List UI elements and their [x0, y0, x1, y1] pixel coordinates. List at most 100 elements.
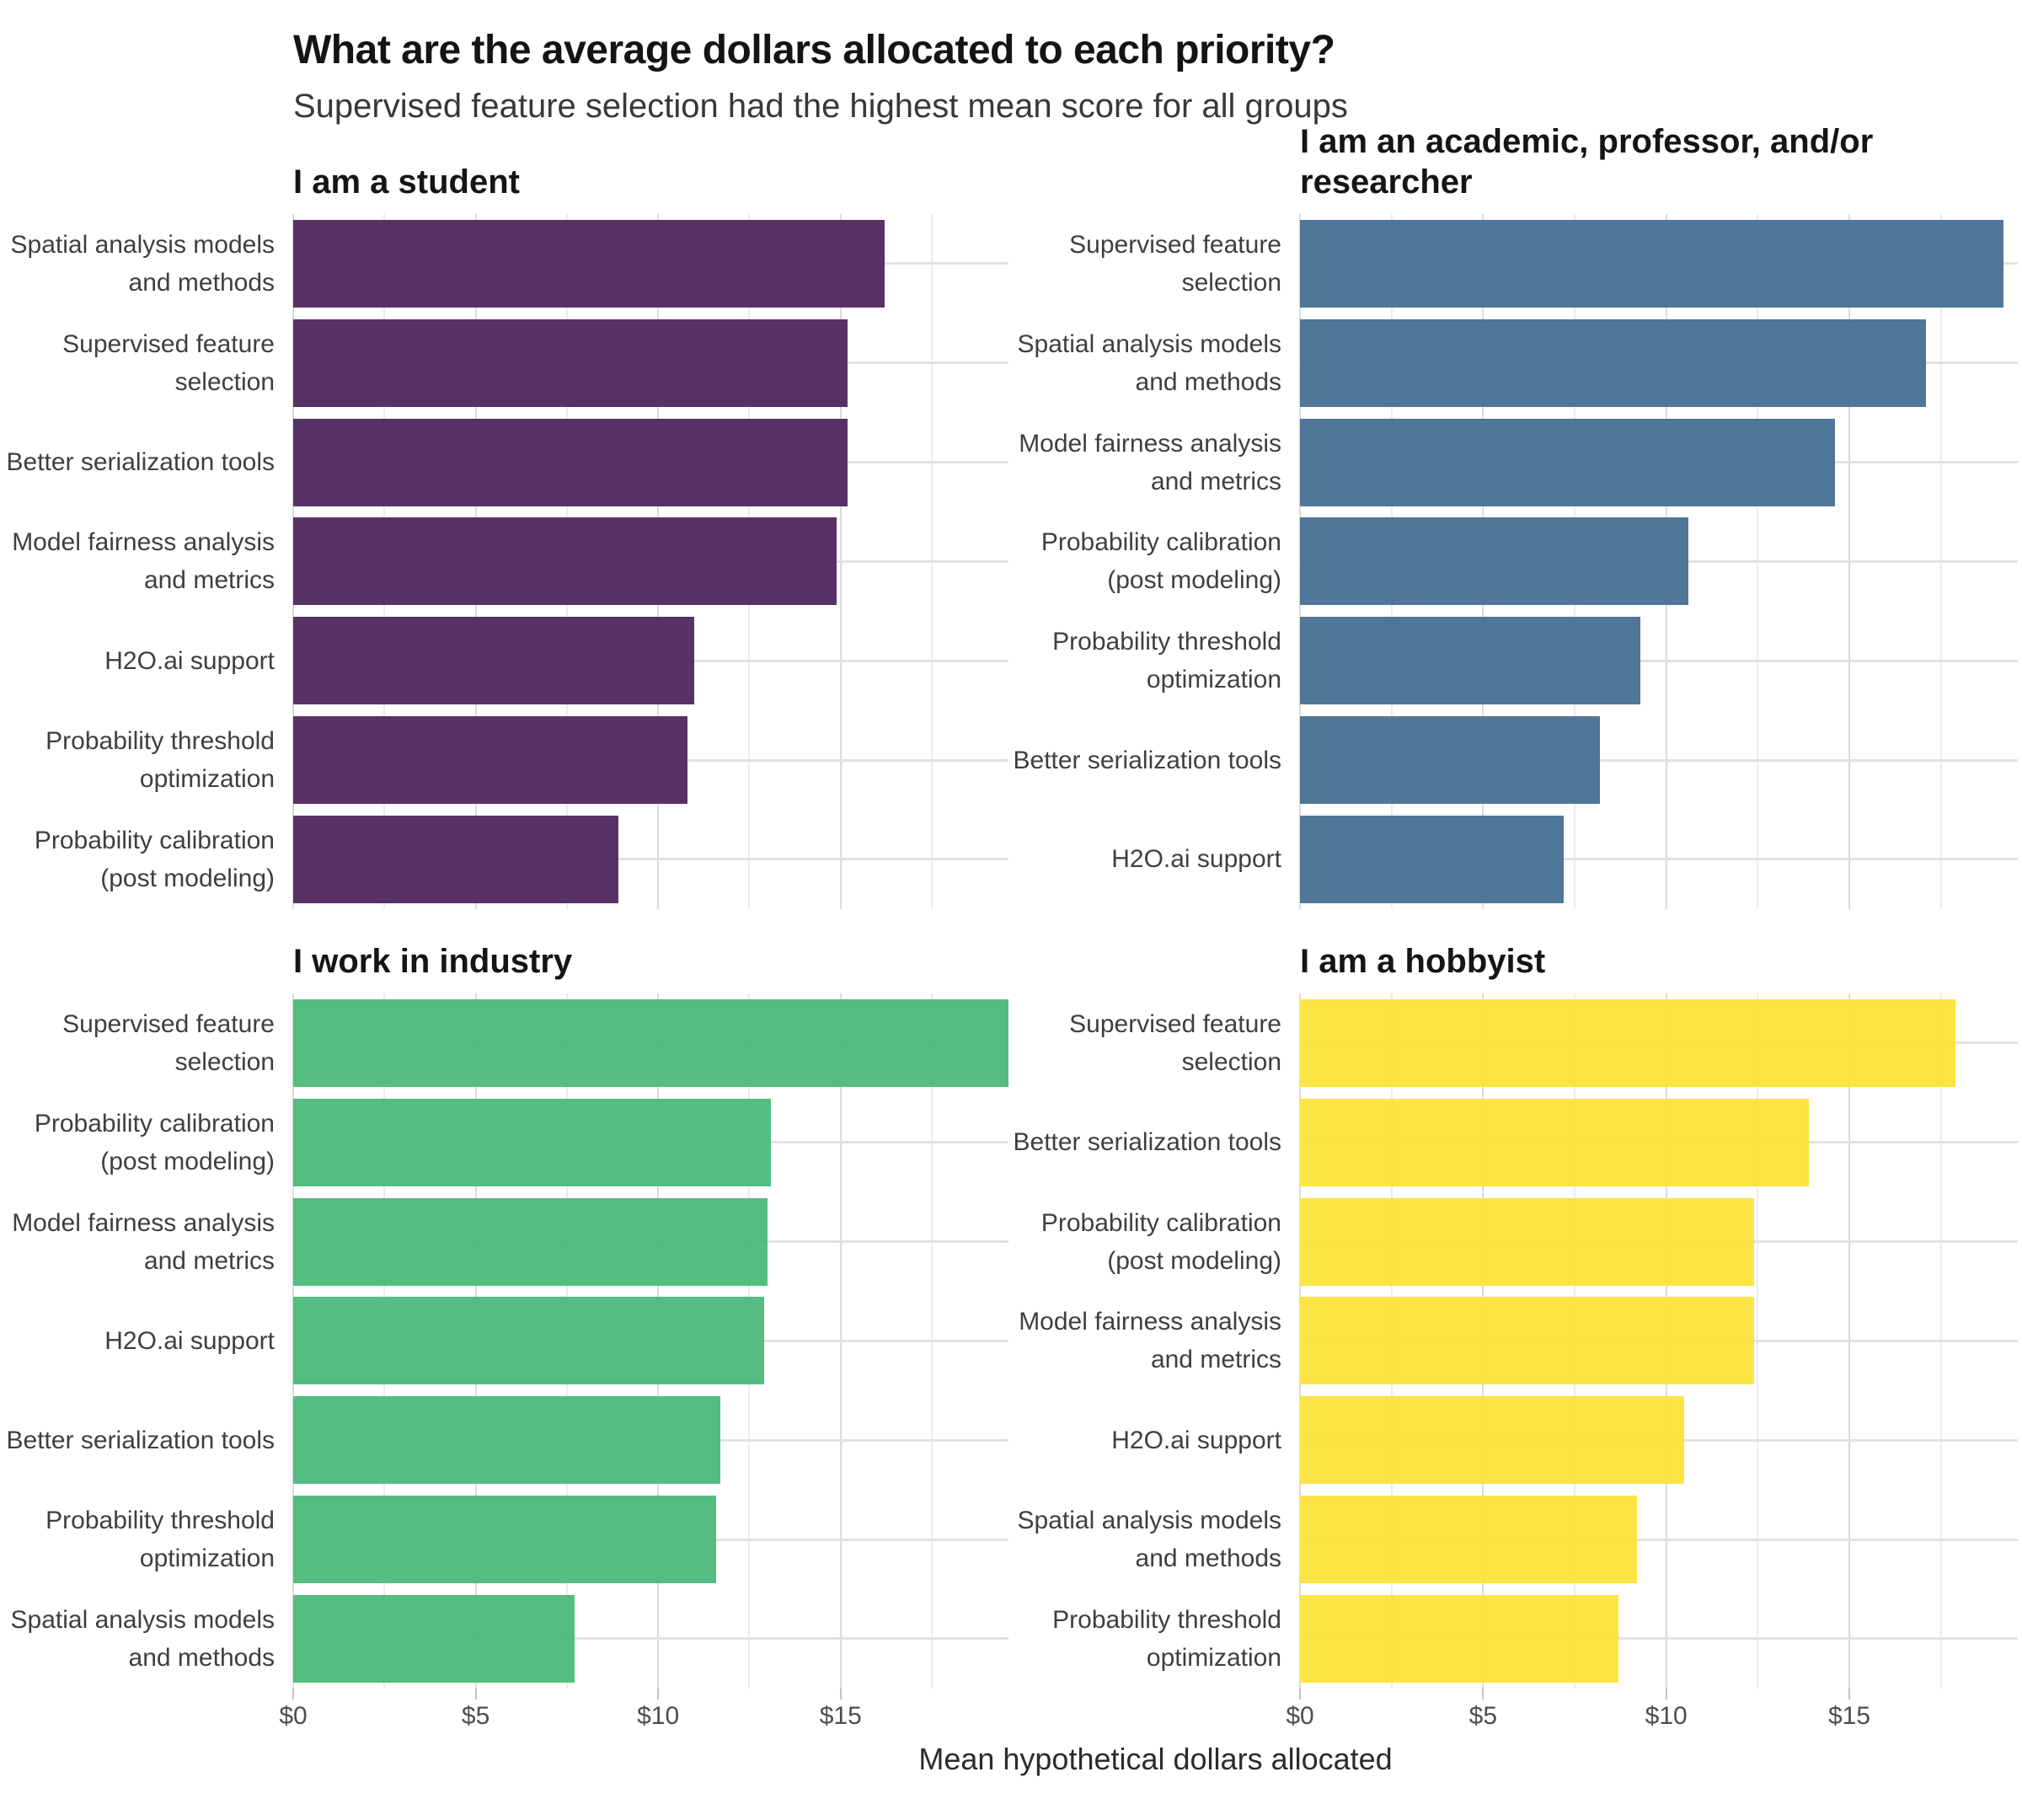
y-axis-label: Probability threshold optimization	[1052, 1605, 1281, 1672]
bar	[293, 716, 687, 805]
y-axis-label: Probability threshold optimization	[45, 727, 275, 794]
bar	[293, 418, 848, 506]
x-tick-mark	[839, 1689, 842, 1700]
y-axis-labels: Supervised feature selection Spatial anal…	[1008, 214, 1300, 909]
bar-row	[293, 1093, 1008, 1192]
x-tick-label: $5	[1468, 1702, 1498, 1730]
x-tick-mark	[1665, 1689, 1667, 1700]
y-axis-label: Supervised feature selection	[62, 1009, 275, 1076]
bar	[1300, 219, 2003, 308]
chart-title: What are the average dollars allocated t…	[293, 28, 1335, 72]
x-tick-label: $10	[637, 1702, 680, 1730]
bar-row	[1300, 313, 2018, 413]
bar-row	[293, 1589, 1008, 1689]
bar-row	[1300, 710, 2018, 810]
y-axis-label: Model fairness analysis and metrics	[1019, 429, 1281, 495]
facet-industry: I work in industry Supervised feature se…	[4, 909, 1008, 1689]
gridline-horizontal	[1300, 758, 2018, 762]
gridline-horizontal	[1300, 1637, 2018, 1641]
bar	[1300, 815, 1564, 903]
bar-row	[1300, 1490, 2018, 1589]
x-axis-title: Mean hypothetical dollars allocated	[918, 1742, 1393, 1776]
bar	[293, 1594, 575, 1683]
y-axis-label: Spatial analysis models and methods	[1017, 329, 1282, 396]
facet-academic: I am an academic, professor, and/or rese…	[1008, 123, 2018, 909]
bar-row	[1300, 1292, 2018, 1391]
y-axis-label: Model fairness analysis and metrics	[1019, 1308, 1281, 1374]
facet-strip-title: I am a student	[293, 163, 520, 201]
y-axis-label: Probability calibration (post modeling)	[1040, 528, 1281, 595]
y-axis-label: Better serialization tools	[1013, 746, 1282, 774]
y-axis-label: H2O.ai support	[1111, 845, 1281, 874]
y-axis-labels: Supervised feature selection Probability …	[4, 993, 293, 1689]
bar-row	[293, 313, 1008, 413]
y-axis-label: Spatial analysis models and methods	[10, 230, 275, 297]
gridline-horizontal	[1300, 858, 2018, 861]
y-axis-labels: Supervised feature selection Better seria…	[1008, 993, 1300, 1689]
y-axis-label: Probability threshold optimization	[1052, 628, 1281, 694]
bar	[293, 318, 848, 407]
bar-row	[1300, 1390, 2018, 1490]
bar	[1300, 1197, 1755, 1286]
bar-row	[293, 710, 1008, 810]
bar-row	[1300, 512, 2018, 612]
y-axis-label: Supervised feature selection	[62, 329, 275, 396]
bar	[293, 998, 1008, 1087]
bar	[293, 1297, 764, 1385]
bar	[1300, 1594, 1619, 1683]
x-tick-label: $15	[819, 1702, 862, 1730]
y-axis-label: Model fairness analysis and metrics	[12, 1208, 275, 1275]
facet-strip: I work in industry	[293, 909, 1008, 993]
bar	[1300, 716, 1601, 805]
x-tick-label: $15	[1828, 1702, 1871, 1730]
bar-row	[1300, 1589, 2018, 1689]
bar-row	[293, 214, 1008, 313]
plot-panel	[292, 993, 1008, 1689]
x-tick-mark	[1848, 1689, 1851, 1700]
y-axis-label: Better serialization tools	[6, 1426, 275, 1454]
x-tick-mark	[474, 1689, 477, 1700]
y-axis-label: H2O.ai support	[104, 646, 275, 675]
bar	[1300, 1396, 1685, 1485]
bar	[1300, 1297, 1755, 1385]
y-axis-label: Probability calibration (post modeling)	[34, 1109, 275, 1175]
gridline-horizontal	[293, 1637, 1008, 1641]
bar	[293, 617, 695, 705]
x-tick-label: $10	[1645, 1702, 1688, 1730]
bar-row	[1300, 214, 2018, 313]
gridline-horizontal	[1300, 1538, 2018, 1541]
y-axis-label: Supervised feature selection	[1069, 230, 1281, 297]
y-axis-label: Better serialization tools	[6, 448, 275, 477]
bar	[1300, 418, 1835, 506]
bar	[293, 517, 837, 606]
bar	[293, 1496, 717, 1584]
gridline-horizontal	[1300, 659, 2018, 662]
bar-row	[293, 512, 1008, 612]
bar-row	[1300, 810, 2018, 909]
bar	[293, 1098, 772, 1186]
bar-row	[293, 810, 1008, 909]
bar-row	[293, 611, 1008, 710]
bar-row	[293, 993, 1008, 1093]
facet-strip-title: I am a hobbyist	[1300, 943, 1546, 980]
x-axis-row: $0 $5 $10 $15 $0 $5 $10 $15	[4, 1689, 2018, 1737]
facet-student: I am a student Spatial analysis models a…	[4, 130, 1008, 909]
bar-row	[1300, 611, 2018, 710]
bar	[1300, 318, 1927, 407]
x-axis-left: $0 $5 $10 $15	[279, 1689, 1008, 1737]
bar-row	[293, 1390, 1008, 1490]
x-tick-mark	[1482, 1689, 1484, 1700]
facet-strip-title: I work in industry	[293, 943, 573, 980]
facet-hobbyist: I am a hobbyist Supervised feature selec…	[1008, 909, 2018, 1689]
y-axis-label: Probability threshold optimization	[45, 1507, 275, 1573]
y-axis-label: Spatial analysis models and methods	[10, 1605, 275, 1672]
x-tick-mark	[657, 1689, 660, 1700]
bar	[1300, 1098, 1810, 1186]
chart-header: What are the average dollars allocated t…	[293, 24, 2018, 130]
gridline-horizontal	[293, 858, 1008, 861]
y-axis-label: Model fairness analysis and metrics	[12, 528, 275, 595]
bar-row	[1300, 1192, 2018, 1292]
plot-panel	[1299, 214, 2018, 909]
bar	[293, 1197, 768, 1286]
